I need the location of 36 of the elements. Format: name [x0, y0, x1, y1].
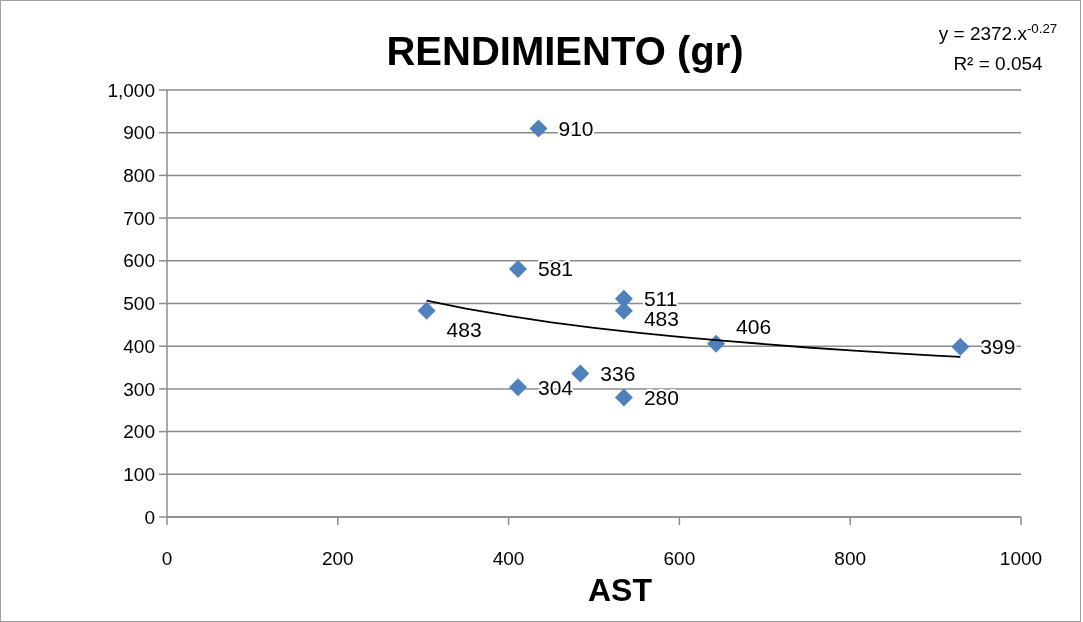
point	[571, 364, 590, 383]
data-label: 304	[537, 375, 574, 399]
y-tick-label: 100	[123, 463, 155, 485]
y-tick-label: 200	[123, 421, 155, 443]
chart-title: RENDIMIENTO (gr)	[386, 29, 744, 73]
x-tick-label: 400	[492, 548, 525, 569]
point	[508, 259, 527, 278]
y-tick-label: 400	[123, 335, 155, 357]
y-tick-label: 300	[123, 378, 155, 400]
data-label: 399	[980, 334, 1016, 358]
data-label: 406	[736, 315, 772, 338]
point	[614, 388, 633, 407]
x-tick-label: 600	[663, 548, 696, 569]
x-tick-label: 800	[834, 548, 867, 569]
x-tick-label: 0	[161, 548, 173, 569]
data-label: 581	[537, 257, 574, 281]
y-tick-label: 1,000	[107, 79, 155, 101]
x-axis-title: AST	[588, 572, 653, 608]
data-label: 483	[446, 318, 482, 342]
x-tick-label: 1000	[999, 548, 1043, 569]
y-tick-label: 700	[123, 207, 155, 229]
y-tick-label: 800	[123, 165, 155, 187]
y-tick-label: 600	[123, 250, 155, 272]
text: y = 2372.x$^{-0.27}$	[938, 20, 1058, 44]
point	[417, 301, 436, 320]
point	[508, 378, 527, 397]
y-tick-label: 900	[123, 122, 155, 144]
text: R² = 0.054	[953, 53, 1044, 74]
data-label: 336	[600, 361, 636, 385]
data-label: 280	[643, 385, 679, 409]
point	[951, 337, 970, 356]
x-tick-label: 200	[321, 548, 354, 569]
y-tick-label: 500	[123, 293, 155, 315]
point	[529, 119, 548, 138]
y-tick-label: 0	[144, 506, 155, 528]
data-label: 910	[558, 116, 594, 140]
